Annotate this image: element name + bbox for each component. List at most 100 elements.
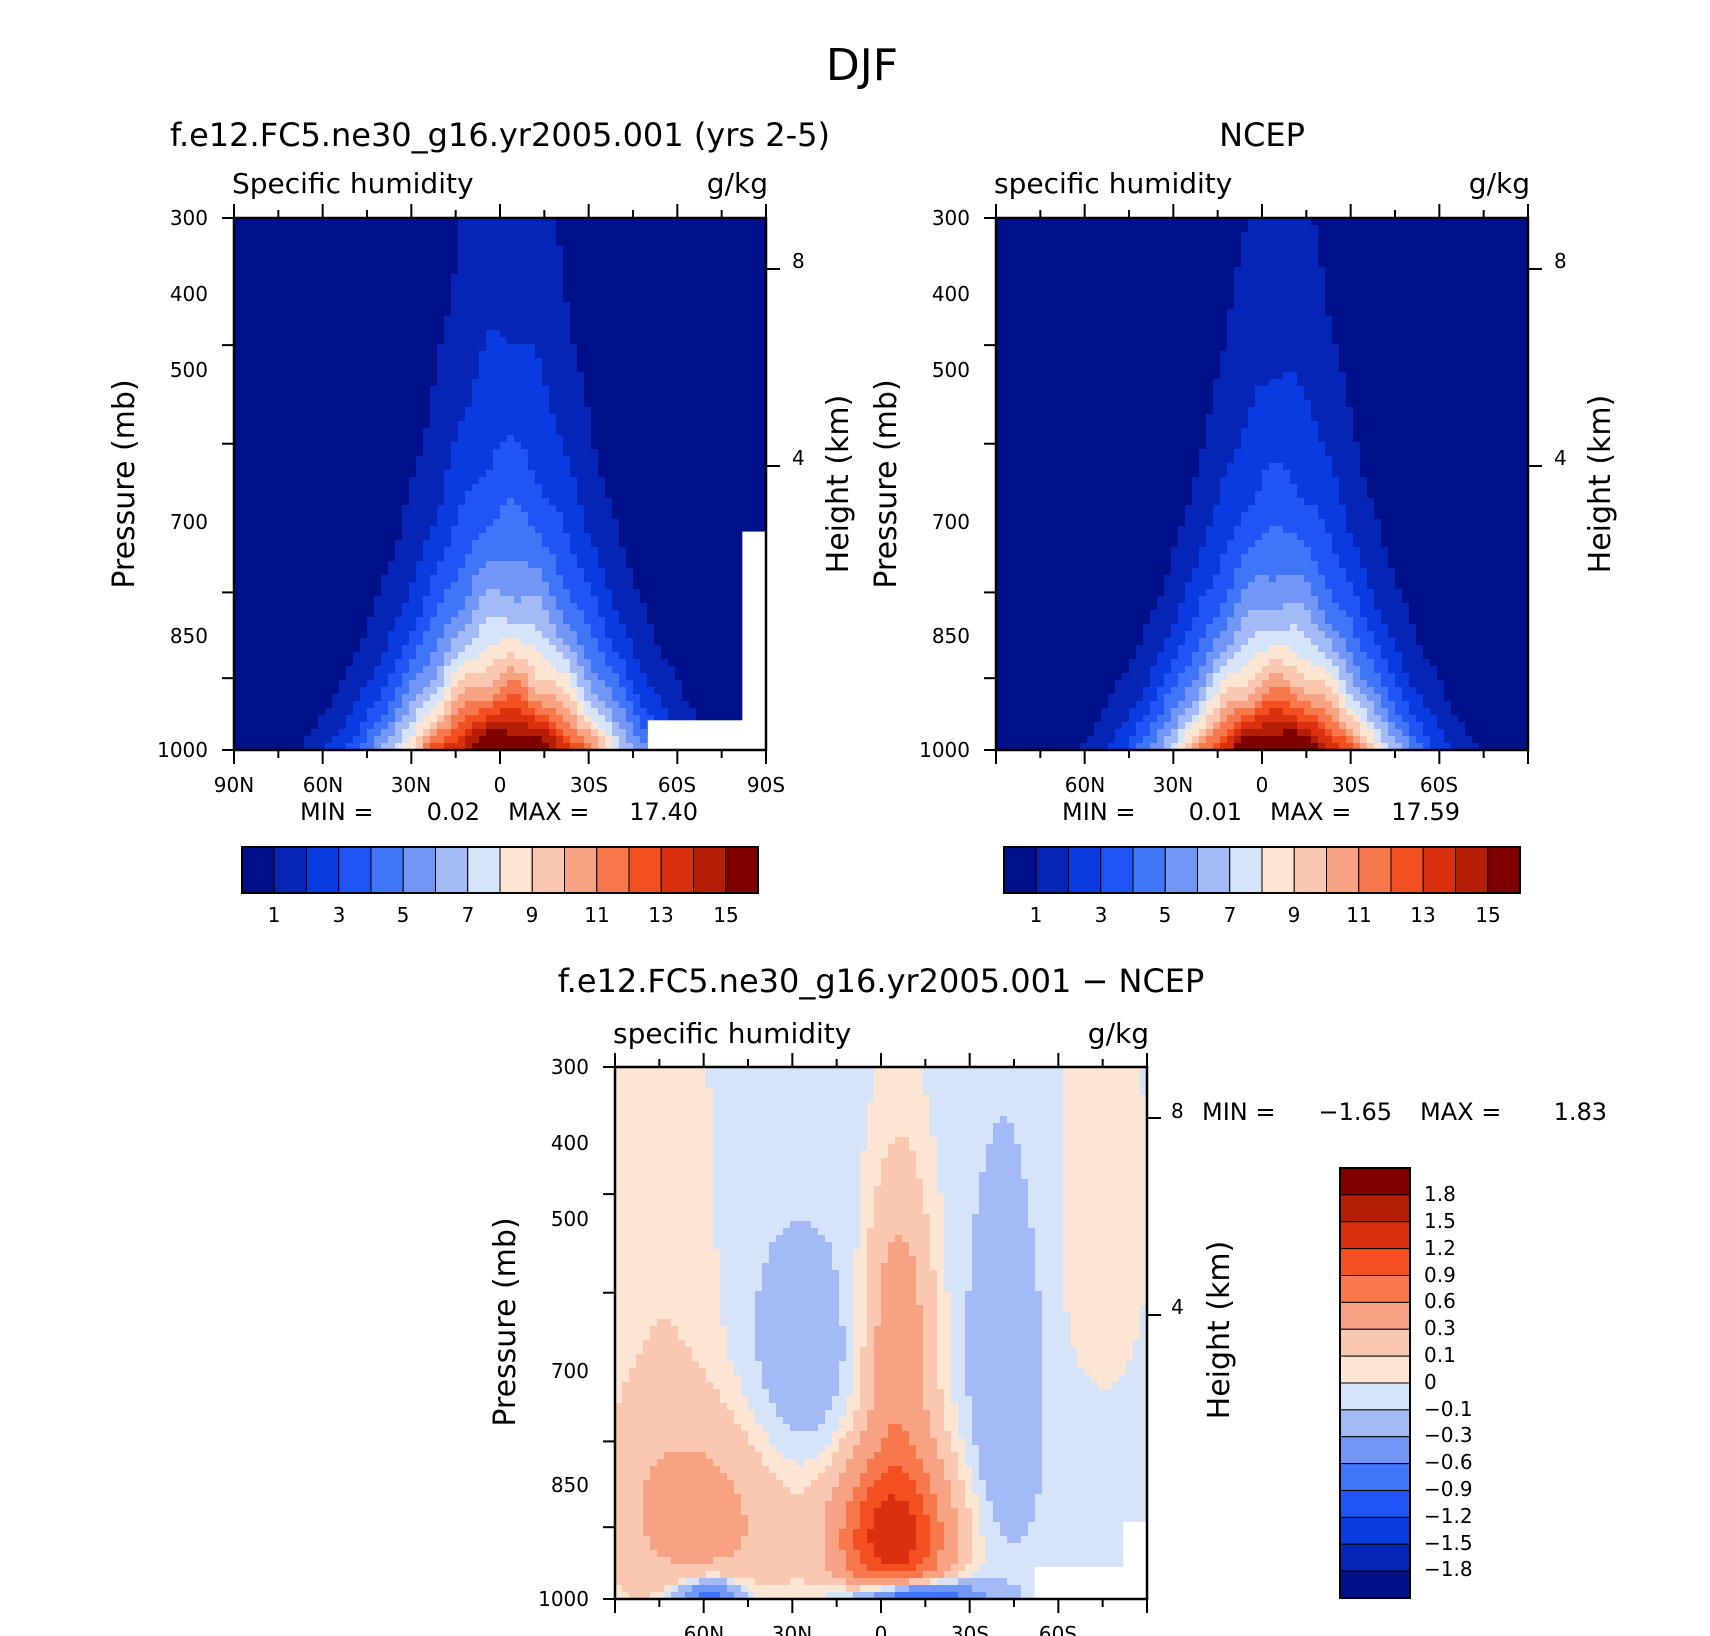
contour-cell [738, 309, 746, 317]
contour-cell [654, 379, 662, 387]
contour-cell [626, 386, 634, 394]
contour-cell [682, 512, 690, 520]
contour-cell [283, 512, 291, 520]
contour-cell [563, 624, 571, 632]
contour-cell [346, 260, 354, 268]
contour-cell [423, 372, 431, 380]
contour-cell [661, 337, 669, 345]
contour-cell [619, 568, 627, 576]
contour-cell [717, 379, 725, 387]
contour-cell [703, 316, 711, 324]
contour-cell [451, 358, 459, 366]
contour-cell [717, 505, 725, 513]
contour-cell [381, 246, 389, 254]
contour-cell [318, 281, 326, 289]
contour-cell [262, 393, 270, 401]
contour-cell [493, 400, 501, 408]
contour-cell [619, 379, 627, 387]
contour-cell [682, 351, 690, 359]
contour-cell [563, 477, 571, 485]
contour-cell [549, 666, 557, 674]
contour-cell [395, 547, 403, 555]
contour-cell [591, 624, 599, 632]
contour-cell [647, 218, 655, 226]
contour-cell [759, 316, 766, 324]
contour-cell [262, 351, 270, 359]
contour-cell [248, 449, 256, 457]
contour-cell [276, 365, 284, 373]
contour-cell [500, 568, 508, 576]
contour-cell [528, 666, 536, 674]
contour-cell [738, 477, 746, 485]
contour-cell [318, 358, 326, 366]
contour-cell [416, 659, 424, 667]
contour-cell [255, 344, 263, 352]
contour-cell [696, 386, 704, 394]
contour-cell [346, 428, 354, 436]
contour-cell [409, 253, 417, 261]
contour-cell [402, 253, 410, 261]
contour-cell [437, 281, 445, 289]
contour-cell [276, 561, 284, 569]
contour-cell [500, 512, 508, 520]
contour-cell [311, 638, 319, 646]
contour-cell [668, 393, 676, 401]
contour-cell [311, 582, 319, 590]
contour-cell [241, 302, 249, 310]
contour-cell [339, 239, 347, 247]
contour-cell [311, 281, 319, 289]
contour-cell [717, 365, 725, 373]
contour-cell [591, 498, 599, 506]
contour-cell [528, 400, 536, 408]
contour-cell [584, 456, 592, 464]
contour-cell [444, 568, 452, 576]
contour-cell [507, 624, 515, 632]
contour-cell [486, 561, 494, 569]
contour-cell [738, 386, 746, 394]
contour-cell [703, 260, 711, 268]
contour-cell [479, 400, 487, 408]
contour-cell [255, 288, 263, 296]
contour-cell [605, 652, 613, 660]
contour-cell [696, 491, 704, 499]
contour-cell [255, 435, 263, 443]
contour-cell [255, 666, 263, 674]
contour-cell [528, 463, 536, 471]
contour-cell [493, 554, 501, 562]
contour-cell [738, 652, 746, 660]
contour-cell [626, 281, 634, 289]
contour-cell [710, 477, 718, 485]
contour-cell [290, 659, 298, 667]
contour-cell [661, 295, 669, 303]
contour-cell [570, 652, 578, 660]
contour-cell [472, 260, 480, 268]
contour-cell [675, 610, 683, 618]
contour-cell [675, 568, 683, 576]
contour-cell [556, 414, 564, 422]
contour-cell [556, 218, 564, 226]
contour-cell [703, 225, 711, 233]
contour-cell [598, 358, 606, 366]
contour-cell [612, 666, 620, 674]
contour-cell [682, 358, 690, 366]
contour-cell [248, 344, 256, 352]
contour-cell [584, 540, 592, 548]
contour-cell [248, 540, 256, 548]
contour-cell [283, 218, 291, 226]
contour-cell [311, 302, 319, 310]
contour-cell [388, 260, 396, 268]
contour-cell [570, 288, 578, 296]
contour-cell [626, 554, 634, 562]
contour-cell [507, 603, 515, 611]
contour-cell [549, 330, 557, 338]
contour-cell [297, 554, 305, 562]
contour-cell [234, 351, 242, 359]
contour-cell [724, 533, 732, 541]
contour-cell [514, 477, 522, 485]
contour-cell [262, 253, 270, 261]
contour-cell [682, 645, 690, 653]
contour-cell [311, 232, 319, 240]
contour-cell [276, 239, 284, 247]
contour-cell [353, 554, 361, 562]
contour-cell [367, 477, 375, 485]
